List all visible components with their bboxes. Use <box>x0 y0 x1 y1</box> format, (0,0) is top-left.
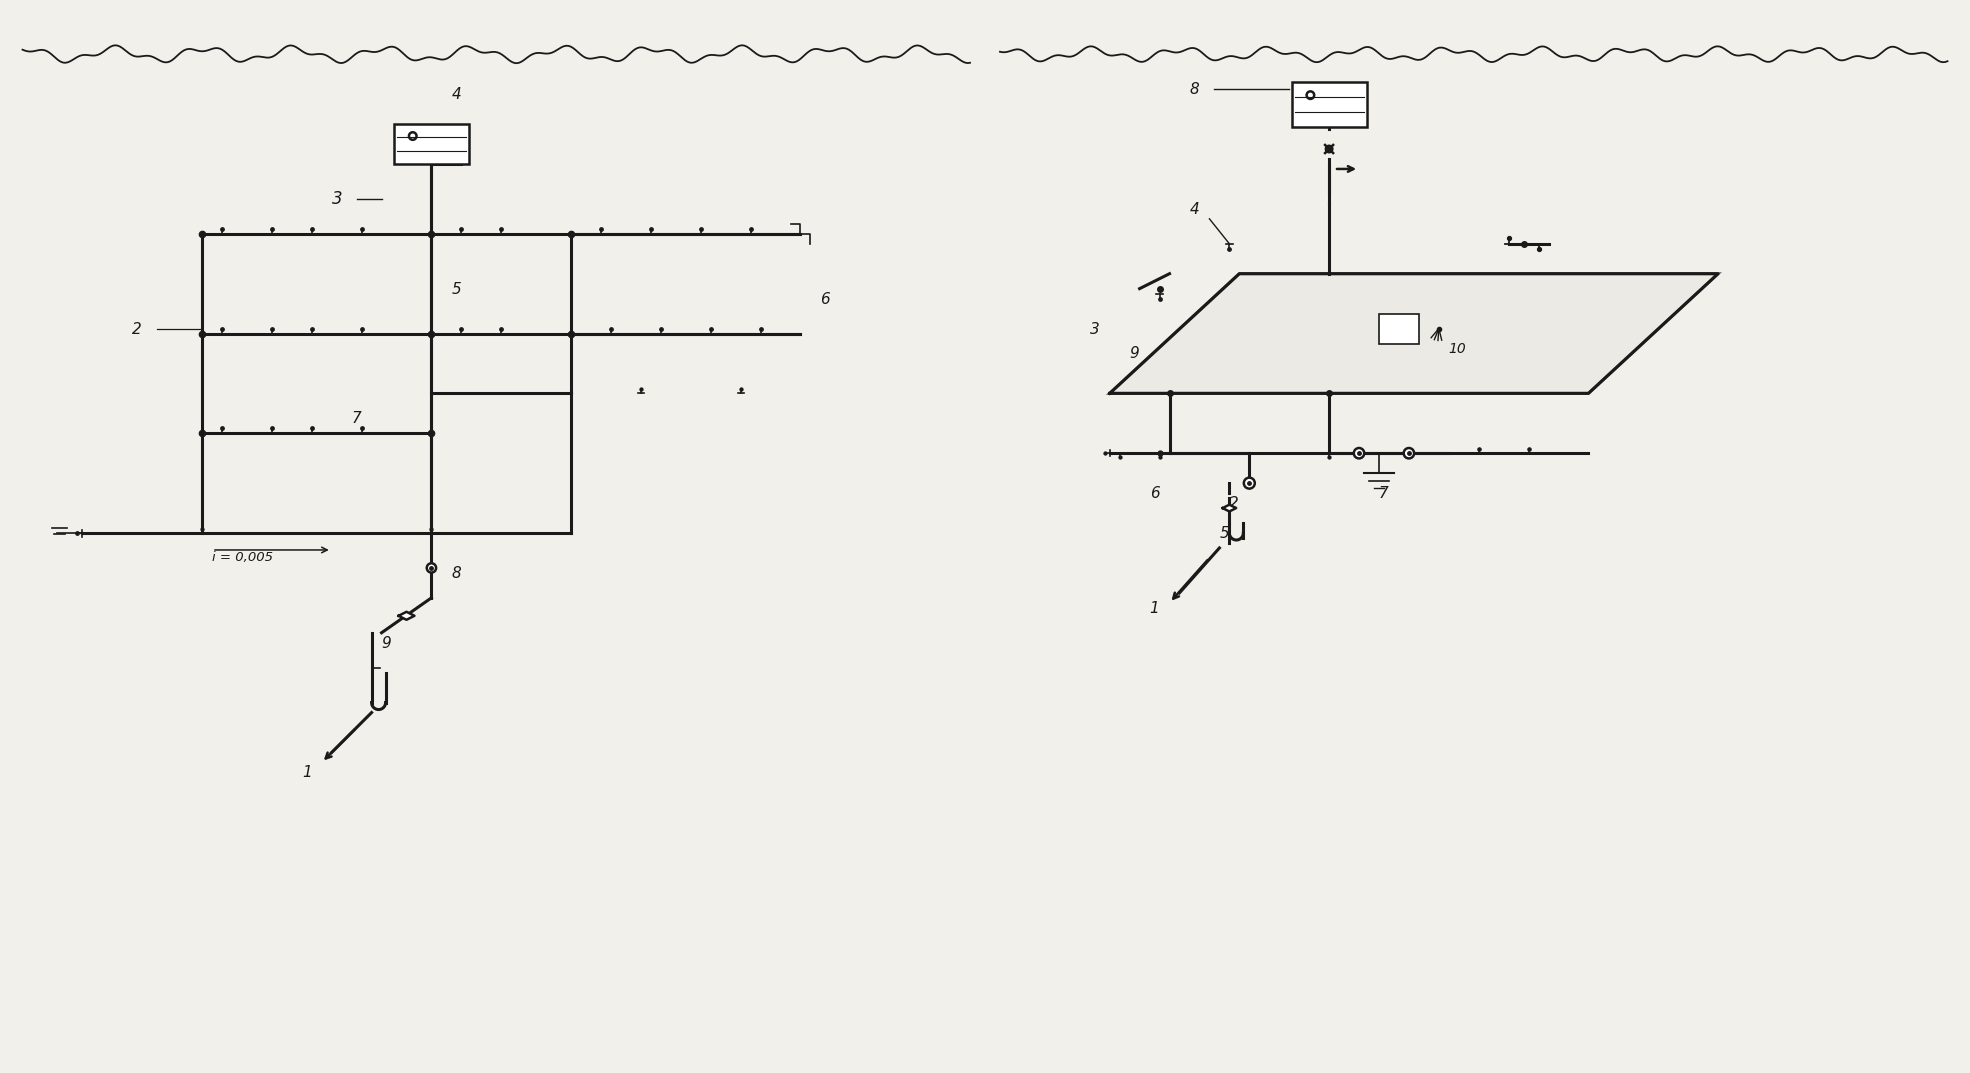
Text: 4: 4 <box>451 87 461 102</box>
Circle shape <box>1405 449 1414 458</box>
Text: 3: 3 <box>1089 322 1099 337</box>
Circle shape <box>427 563 435 573</box>
Circle shape <box>1243 477 1255 488</box>
Circle shape <box>1353 449 1365 458</box>
Text: 7: 7 <box>351 411 361 426</box>
Text: 1: 1 <box>1150 601 1158 616</box>
Text: 5: 5 <box>1219 526 1229 541</box>
Polygon shape <box>398 612 414 620</box>
Text: 8: 8 <box>451 565 461 580</box>
Text: 5: 5 <box>451 281 461 296</box>
Text: 9: 9 <box>382 635 392 650</box>
Text: 2: 2 <box>132 322 142 337</box>
Bar <box>394 124 469 164</box>
Text: 2: 2 <box>1229 496 1239 511</box>
Text: 6: 6 <box>1150 486 1158 501</box>
Text: 4: 4 <box>1190 202 1200 217</box>
Polygon shape <box>1223 504 1235 512</box>
Bar <box>1292 82 1367 127</box>
Text: 3: 3 <box>331 190 343 208</box>
Bar <box>1379 313 1418 343</box>
Text: 1: 1 <box>301 765 311 780</box>
Text: 9: 9 <box>1129 347 1139 362</box>
Text: 7: 7 <box>1379 486 1389 501</box>
Polygon shape <box>1109 274 1718 394</box>
Text: 10: 10 <box>1448 342 1466 356</box>
Text: 8: 8 <box>1190 83 1200 98</box>
Text: i = 0,005: i = 0,005 <box>213 550 274 564</box>
Text: 6: 6 <box>820 292 829 307</box>
